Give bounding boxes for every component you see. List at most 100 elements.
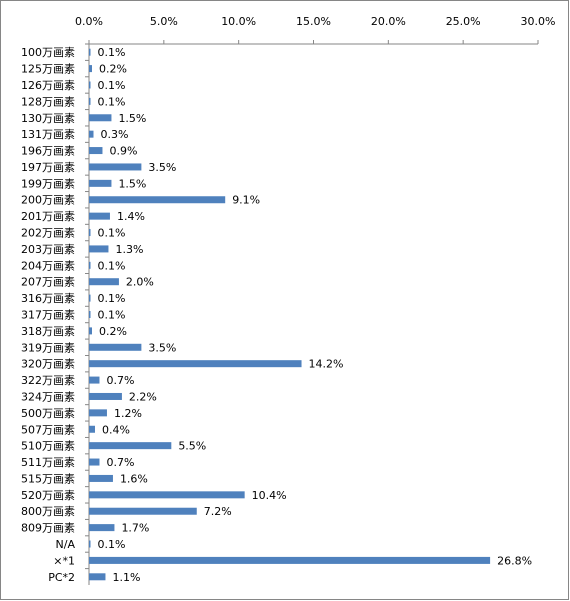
y-tick-label: ×*1 <box>53 554 75 567</box>
value-label: 0.9% <box>109 145 137 158</box>
value-label: 2.0% <box>126 276 154 289</box>
bar <box>89 556 491 564</box>
y-tick-label: 317万画素 <box>21 309 75 322</box>
value-label: 0.2% <box>99 325 127 338</box>
y-tick-label: 204万画素 <box>21 259 75 272</box>
value-label: 0.1% <box>97 79 125 92</box>
bar <box>89 573 106 581</box>
bar <box>89 327 92 335</box>
y-tick-label: 126万画素 <box>21 79 75 92</box>
bar <box>89 311 91 318</box>
bar <box>89 229 91 237</box>
y-tick-label: 196万画素 <box>21 145 75 158</box>
bar <box>89 442 172 450</box>
bar <box>89 97 91 105</box>
bar <box>89 179 112 187</box>
bar <box>89 261 91 269</box>
x-tick-label: 25.0% <box>446 15 481 28</box>
bar <box>89 130 94 138</box>
x-tick-label: 30.0% <box>521 15 556 28</box>
bar <box>89 278 119 286</box>
x-tick-label: 15.0% <box>296 15 331 28</box>
value-label: 1.4% <box>117 210 145 223</box>
value-label: 10.4% <box>252 489 287 502</box>
y-tick-label: 800万画素 <box>21 505 75 518</box>
bar <box>89 294 91 302</box>
y-tick-label: 203万画素 <box>21 243 75 256</box>
y-tick-label: 320万画素 <box>21 358 75 371</box>
y-tick-label: 318万画素 <box>21 325 75 338</box>
x-tick-label: 5.0% <box>150 15 178 28</box>
value-label: 1.5% <box>118 112 146 125</box>
value-label: 1.6% <box>120 472 148 485</box>
y-tick-label: 500万画素 <box>21 407 75 420</box>
y-tick-label: 316万画素 <box>21 292 75 305</box>
y-tick-label: 511万画素 <box>21 456 75 469</box>
bar <box>89 376 100 384</box>
y-tick-label: 809万画素 <box>21 522 75 535</box>
bar <box>89 343 142 351</box>
value-label: 1.7% <box>121 522 149 535</box>
bar <box>89 114 112 122</box>
y-tick-label: 324万画素 <box>21 390 75 403</box>
y-tick-label: 100万画素 <box>21 46 75 59</box>
bar <box>89 524 115 532</box>
value-label: 7.2% <box>204 505 232 518</box>
bar <box>89 425 95 433</box>
value-label: 26.8% <box>497 554 532 567</box>
y-tick-label: N/A <box>56 538 76 551</box>
y-tick-label: 130万画素 <box>21 112 75 125</box>
value-label: 5.5% <box>178 440 206 453</box>
y-tick-label: 201万画素 <box>21 210 75 223</box>
y-tick-label: 207万画素 <box>21 276 75 289</box>
value-label: 1.3% <box>115 243 143 256</box>
y-tick-label: 199万画素 <box>21 177 75 190</box>
bar <box>89 65 92 73</box>
bar <box>89 48 91 56</box>
bar <box>89 163 142 171</box>
x-tick-label: 20.0% <box>371 15 406 28</box>
y-tick-label: 200万画素 <box>21 194 75 207</box>
y-tick-label: 510万画素 <box>21 440 75 453</box>
y-tick-label: 507万画素 <box>21 423 75 436</box>
value-label: 3.5% <box>148 161 176 174</box>
bar <box>89 458 100 466</box>
y-tick-label: 125万画素 <box>21 63 75 76</box>
value-label: 0.1% <box>97 95 125 108</box>
y-tick-label: 197万画素 <box>21 161 75 174</box>
value-label: 0.1% <box>97 292 125 305</box>
y-tick-label: 319万画素 <box>21 341 75 354</box>
bar <box>89 81 91 89</box>
value-label: 9.1% <box>232 194 260 207</box>
bar <box>89 409 107 417</box>
value-label: 3.5% <box>148 341 176 354</box>
value-label: 0.1% <box>97 538 125 551</box>
bar <box>89 507 197 515</box>
y-tick-label: 128万画素 <box>21 95 75 108</box>
bar <box>89 474 113 482</box>
y-tick-label: 202万画素 <box>21 227 75 240</box>
value-label: 0.2% <box>99 63 127 76</box>
value-label: 0.3% <box>100 128 128 141</box>
value-label: 0.7% <box>106 456 134 469</box>
y-tick-label: 520万画素 <box>21 489 75 502</box>
x-tick-label: 0.0% <box>75 15 103 28</box>
value-label: 2.2% <box>129 390 157 403</box>
bar <box>89 392 122 400</box>
value-label: 0.1% <box>97 227 125 240</box>
y-tick-label: 515万画素 <box>21 472 75 485</box>
value-label: 0.4% <box>102 423 130 436</box>
value-label: 1.2% <box>114 407 142 420</box>
bar <box>89 540 91 548</box>
bar <box>89 245 109 253</box>
y-tick-label: PC*2 <box>48 571 75 584</box>
bar <box>89 212 110 220</box>
bar <box>89 491 245 499</box>
y-tick-label: 322万画素 <box>21 374 75 387</box>
value-label: 1.1% <box>112 571 140 584</box>
value-label: 0.7% <box>106 374 134 387</box>
x-tick-label: 10.0% <box>221 15 256 28</box>
value-label: 1.5% <box>118 177 146 190</box>
